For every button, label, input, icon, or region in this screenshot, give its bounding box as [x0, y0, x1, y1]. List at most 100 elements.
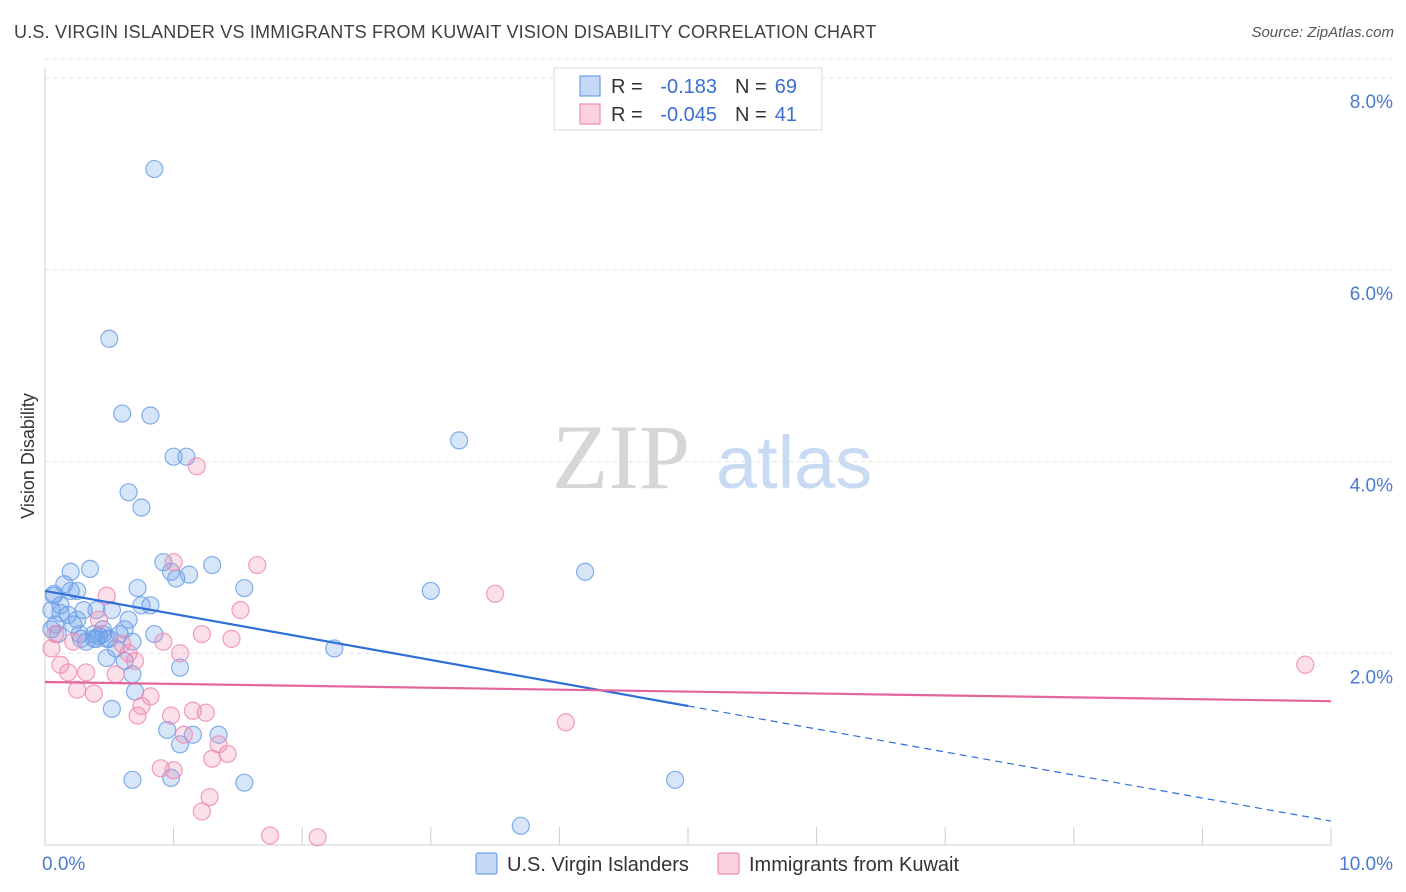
watermark-atlas: atlas: [716, 421, 872, 504]
legend-n-value: 69: [775, 76, 797, 98]
point-kuwait: [46, 624, 65, 644]
series-legend-label: Immigrants from Kuwait: [749, 854, 959, 876]
point-virgin-islanders: [203, 555, 222, 575]
trend-line-kuwait: [44, 680, 1332, 703]
trend-line-virgin-islanders-extension: [687, 705, 1332, 822]
point-virgin-islanders: [179, 565, 199, 584]
point-virgin-islanders: [74, 601, 93, 620]
point-virgin-islanders: [511, 816, 530, 835]
point-kuwait: [64, 632, 83, 651]
point-kuwait: [174, 725, 193, 744]
legend-n-label: N =: [735, 76, 767, 98]
chart-title: U.S. VIRGIN ISLANDER VS IMMIGRANTS FROM …: [14, 22, 877, 42]
point-virgin-islanders: [102, 699, 121, 718]
point-kuwait: [164, 761, 183, 780]
x-tick-label-max: 10.0%: [1339, 854, 1393, 875]
point-virgin-islanders: [93, 624, 112, 644]
point-virgin-islanders: [119, 610, 138, 629]
point-virgin-islanders: [154, 553, 173, 572]
legend-r-value: -0.183: [660, 76, 717, 98]
watermark-zip: ZIP: [552, 406, 690, 508]
point-virgin-islanders: [209, 725, 228, 744]
point-kuwait: [84, 684, 103, 703]
point-virgin-islanders: [61, 562, 80, 581]
series-legend-swatch: [717, 852, 740, 875]
point-kuwait: [196, 703, 215, 722]
x-tick-label-min: 0.0%: [42, 854, 85, 875]
point-kuwait: [106, 665, 125, 684]
point-kuwait: [42, 639, 61, 658]
point-virgin-islanders: [170, 735, 190, 754]
trend-line-virgin-islanders: [44, 589, 689, 708]
legend-n-value: 41: [775, 104, 797, 126]
trend-lines: [44, 589, 1332, 822]
point-kuwait: [128, 706, 147, 725]
point-virgin-islanders: [141, 406, 160, 425]
point-virgin-islanders: [132, 498, 151, 517]
point-kuwait: [170, 644, 190, 663]
axes: [44, 68, 1332, 846]
legend-swatch: [579, 75, 601, 97]
point-virgin-islanders: [576, 562, 595, 581]
legend-r-label: R =: [611, 104, 643, 126]
point-virgin-islanders: [123, 770, 142, 789]
y-axis-label: Vision Disability: [18, 393, 38, 519]
x-tick-labels: 0.0% 10.0%: [42, 854, 1393, 875]
point-kuwait: [97, 586, 116, 605]
legend-r-label: R =: [611, 76, 643, 98]
point-kuwait: [218, 744, 237, 764]
point-virgin-islanders: [145, 159, 164, 179]
source-label: Source: ZipAtlas.com: [1251, 24, 1394, 41]
y-tick-labels: 2.0% 4.0% 6.0% 8.0%: [1350, 92, 1393, 688]
point-kuwait: [231, 601, 250, 620]
point-virgin-islanders: [132, 596, 151, 615]
point-virgin-islanders: [100, 329, 119, 348]
legend-n-label: N =: [735, 104, 767, 126]
point-kuwait: [556, 713, 575, 732]
point-kuwait: [59, 663, 78, 682]
point-kuwait: [113, 634, 132, 653]
point-virgin-islanders: [80, 559, 100, 578]
point-virgin-islanders: [449, 431, 469, 450]
point-kuwait: [51, 655, 70, 674]
point-kuwait: [77, 663, 96, 682]
legend-swatch: [579, 103, 601, 125]
point-kuwait: [141, 687, 160, 706]
point-kuwait: [161, 706, 181, 725]
scatter-points: [42, 159, 1315, 847]
point-virgin-islanders: [113, 404, 132, 423]
point-virgin-islanders: [235, 773, 254, 792]
point-virgin-islanders: [97, 648, 116, 668]
point-kuwait: [200, 787, 219, 807]
stats-legend: R = -0.183 N = 69 R = -0.045 N = 41: [553, 67, 823, 131]
point-kuwait: [154, 632, 173, 651]
point-kuwait: [248, 555, 267, 575]
y-tick-label: 8.0%: [1350, 92, 1393, 113]
point-kuwait: [203, 749, 222, 768]
gridlines: [45, 58, 1392, 654]
point-kuwait: [89, 610, 109, 629]
point-virgin-islanders: [68, 610, 87, 629]
point-kuwait: [486, 584, 505, 603]
point-kuwait: [1296, 655, 1315, 674]
point-virgin-islanders: [164, 447, 183, 466]
legend-r-value: -0.045: [660, 104, 717, 126]
y-tick-label: 4.0%: [1350, 476, 1393, 497]
point-kuwait: [222, 629, 241, 648]
point-kuwait: [68, 680, 87, 699]
point-virgin-islanders: [51, 603, 70, 623]
point-virgin-islanders: [666, 770, 685, 789]
point-virgin-islanders: [158, 720, 177, 740]
y-tick-label: 6.0%: [1350, 284, 1393, 305]
point-kuwait: [192, 624, 211, 644]
point-virgin-islanders: [170, 658, 190, 677]
point-virgin-islanders: [235, 578, 254, 598]
point-kuwait: [260, 826, 280, 845]
point-virgin-islanders: [128, 578, 147, 598]
point-kuwait: [187, 457, 206, 476]
series-legend: U.S. Virgin Islanders Immigrants from Kuw…: [475, 852, 959, 876]
series-legend-swatch: [475, 852, 498, 875]
point-kuwait: [164, 553, 183, 572]
point-virgin-islanders: [102, 601, 121, 620]
